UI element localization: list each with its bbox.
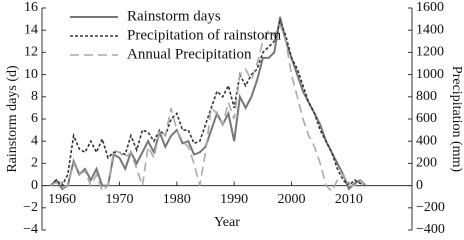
y2-tick-label: 600 [416,111,437,126]
y2-axis-label: Precipitation (mm) [449,66,464,172]
y2-tick-label: 200 [416,156,437,171]
y-tick-label: −4 [23,222,38,237]
y2-tick-label: 1000 [416,67,444,82]
y-tick-label: −2 [23,200,38,215]
y2-tick-label: 400 [416,133,437,148]
x-tick-label: 1980 [163,192,191,207]
x-tick-label: 2010 [335,192,363,207]
y-tick-label: 6 [31,111,38,126]
y2-tick-label: 1600 [416,0,444,15]
y2-tick-label: 800 [416,89,437,104]
y-tick-label: 8 [31,89,38,104]
legend-label: Precipitation of rainstorm [127,27,281,43]
y-tick-label: 2 [31,156,38,171]
y-axis-label: Rainstorm days (d) [5,65,20,173]
series-line [49,16,367,191]
y-tick-label: 10 [24,67,38,82]
y-tick-label: 14 [24,22,38,37]
y-tick-label: 12 [24,45,38,60]
y-tick-label: 4 [31,133,38,148]
y2-tick-label: 0 [416,178,423,193]
series-line [50,22,367,193]
y2-tick-label: 1400 [416,22,444,37]
x-tick-label: 1970 [105,192,133,207]
series-line [50,18,367,187]
y2-tick-label: −200 [416,200,445,215]
legend-label: Annual Precipitation [127,46,252,62]
y2-tick-label: 1200 [416,45,444,60]
x-axis-label: Year [214,215,240,230]
y2-tick-label: −400 [416,222,445,237]
x-tick-label: 1990 [220,192,248,207]
y-tick-label: 16 [24,0,38,15]
x-tick-label: 2000 [278,192,306,207]
x-tick-label: 1960 [48,192,76,207]
legend-label: Rainstorm days [127,8,221,24]
y-tick-label: 0 [31,178,38,193]
